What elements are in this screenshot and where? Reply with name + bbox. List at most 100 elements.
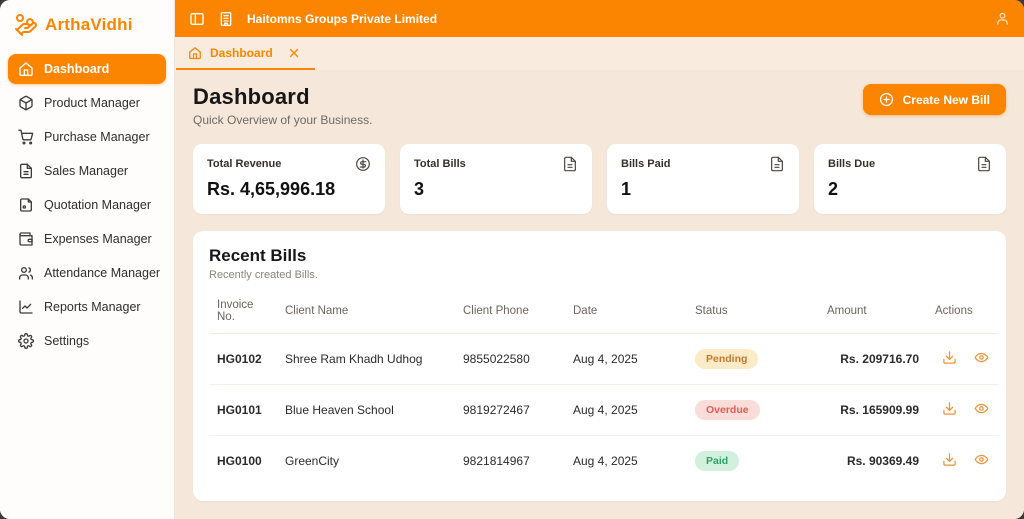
status-cell: Pending [687,333,819,385]
eye-icon [974,403,989,414]
sidebar-item-expenses-manager[interactable]: Expenses Manager [8,224,166,254]
invoice-cell: HG0101 [209,384,277,436]
invoice-cell: HG0102 [209,333,277,385]
page-subtitle: Quick Overview of your Business. [193,113,373,127]
plus-circle-icon [879,92,893,107]
stat-value: 2 [828,179,839,199]
file-icon [771,156,783,172]
phone-cell: 9821814967 [463,454,530,468]
stat-label: Bills Paid [621,158,671,170]
sidebar-item-product-manager[interactable]: Product Manager [8,88,166,118]
stat-card-total-bills: Total Bills 3 [400,144,592,214]
tab-dashboard[interactable]: Dashboard [176,38,315,70]
home-icon [19,62,33,77]
eye-icon [974,352,989,363]
column-header-phone: Client Phone [455,291,565,334]
download-icon [943,453,956,466]
sidebar-item-label: Purchase Manager [44,130,150,144]
stat-label: Total Bills [414,158,466,170]
stat-label: Total Revenue [207,158,282,170]
user-icon [997,12,1008,25]
stat-value: 3 [414,179,425,199]
wallet-icon [19,232,33,246]
building-icon [220,11,232,26]
download-bill-button[interactable] [935,350,964,368]
column-header-amount: Amount [819,291,927,334]
sidebar: ArthaVidhi Dashboard Product Manager Pur… [0,0,175,519]
sidebar-item-label: Settings [44,334,90,348]
cart-icon [18,129,34,145]
download-bill-button[interactable] [935,452,964,470]
amount-cell: Rs. 209716.70 [819,333,927,385]
download-bill-button[interactable] [935,401,964,419]
close-icon[interactable] [287,46,301,60]
column-header-actions: Actions [927,291,999,334]
date-cell: Aug 4, 2025 [573,454,638,468]
quote-file-icon [19,198,32,212]
sidebar-item-reports-manager[interactable]: Reports Manager [8,292,166,322]
actions-cell [927,384,999,436]
client-cell: Blue Heaven School [277,384,455,436]
stats-row: Total Revenue Rs. 4,65,996.18 Total Bill… [193,144,1006,214]
brand-name: ArthaVidhi [45,15,133,34]
sidebar-nav: Dashboard Product Manager Purchase Manag… [0,48,174,366]
column-header-status: Status [687,291,819,334]
dashboard-content: Dashboard Quick Overview of your Busines… [175,70,1024,519]
page-header: Dashboard Quick Overview of your Busines… [193,84,1006,127]
table-row: HG0100 GreenCity 9821814967 Aug 4, 2025 … [209,436,999,487]
sidebar-item-quotation-manager[interactable]: Quotation Manager [8,190,166,220]
status-badge: Pending [695,349,759,369]
view-bill-button[interactable] [967,401,996,419]
brand-logo: ArthaVidhi [0,0,174,48]
view-bill-button[interactable] [967,452,996,470]
sidebar-item-attendance-manager[interactable]: Attendance Manager [8,258,166,288]
users-icon [18,266,34,280]
recent-bills-table: Invoice No. Client Name Client Phone Dat… [209,291,999,486]
topbar: Haitomns Groups Private Limited [175,0,1024,37]
phone-cell: 9855022580 [455,333,565,385]
client-cell: Shree Ram Khadh Udhog [277,333,455,385]
create-new-bill-label: Create New Bill [902,92,990,107]
actions-cell [927,436,999,487]
eye-icon [974,454,989,465]
column-header-invoice: Invoice No. [209,291,277,334]
hand-coins-icon [15,14,38,36]
stat-label: Bills Due [828,158,876,170]
page-title: Dashboard [193,84,310,109]
file-icon [19,163,32,179]
panel-toggle-icon [190,12,204,25]
stat-card-bills-due: Bills Due 2 [814,144,1006,214]
sidebar-item-label: Reports Manager [44,300,141,314]
sidebar-item-label: Dashboard [44,62,110,76]
dollar-circle-icon [356,157,370,171]
status-cell: Paid [687,436,819,487]
sidebar-item-label: Quotation Manager [44,198,152,212]
gear-icon [18,333,34,349]
status-cell: Overdue [687,384,819,436]
sidebar-item-purchase-manager[interactable]: Purchase Manager [8,122,166,152]
company-name: Haitomns Groups Private Limited [247,11,438,26]
sidebar-item-label: Attendance Manager [44,266,161,280]
recent-bills-title: Recent Bills [209,246,307,265]
download-icon [943,351,956,364]
sidebar-toggle-button[interactable] [189,11,205,27]
chart-icon [19,300,33,314]
recent-bills-panel: Recent Bills Recently created Bills. Inv… [193,231,1006,501]
stat-value: 1 [621,179,632,199]
invoice-cell: HG0100 [217,454,262,468]
amount-cell: Rs. 165909.99 [819,384,927,436]
file-icon [564,156,576,172]
sidebar-item-dashboard[interactable]: Dashboard [8,54,166,84]
sidebar-item-sales-manager[interactable]: Sales Manager [8,156,166,186]
account-button[interactable] [995,11,1010,26]
create-new-bill-button[interactable]: Create New Bill [862,84,1006,115]
column-header-date: Date [565,291,687,334]
sidebar-item-label: Sales Manager [44,164,129,178]
page-title-block: Dashboard Quick Overview of your Busines… [193,84,372,127]
view-bill-button[interactable] [967,350,996,368]
phone-cell: 9819272467 [455,384,565,436]
tab-label: Dashboard [210,46,273,60]
table-header-row: Invoice No. Client Name Client Phone Dat… [209,291,999,334]
sidebar-item-settings[interactable]: Settings [8,326,166,356]
